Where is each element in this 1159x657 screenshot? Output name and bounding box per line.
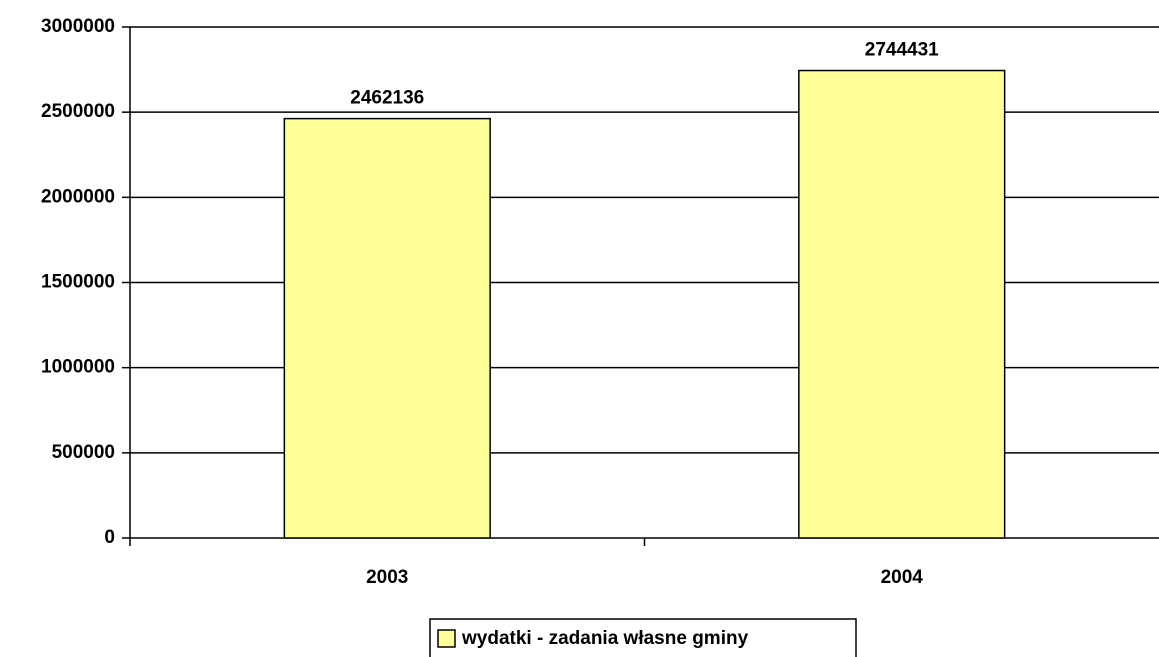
y-tick-label: 3000000 — [41, 16, 115, 37]
y-tick-label: 2000000 — [41, 186, 115, 207]
legend-box — [429, 618, 857, 657]
x-tick-label: 2004 — [881, 567, 924, 588]
bar — [798, 69, 1006, 539]
bar — [283, 117, 491, 539]
x-tick-label: 2003 — [366, 567, 408, 588]
data-label: 2744431 — [865, 40, 939, 61]
data-label: 2462136 — [350, 88, 424, 109]
legend-label: wydatki - zadania własne gminy — [461, 628, 749, 649]
y-tick-label: 0 — [104, 527, 115, 548]
y-tick-label: 1500000 — [41, 272, 115, 293]
legend-swatch — [437, 629, 456, 648]
y-tick-label: 1000000 — [41, 357, 115, 378]
legend: wydatki - zadania własne gminy — [429, 618, 857, 657]
y-tick-label: 2500000 — [41, 101, 115, 122]
y-tick-label: 500000 — [52, 442, 115, 463]
